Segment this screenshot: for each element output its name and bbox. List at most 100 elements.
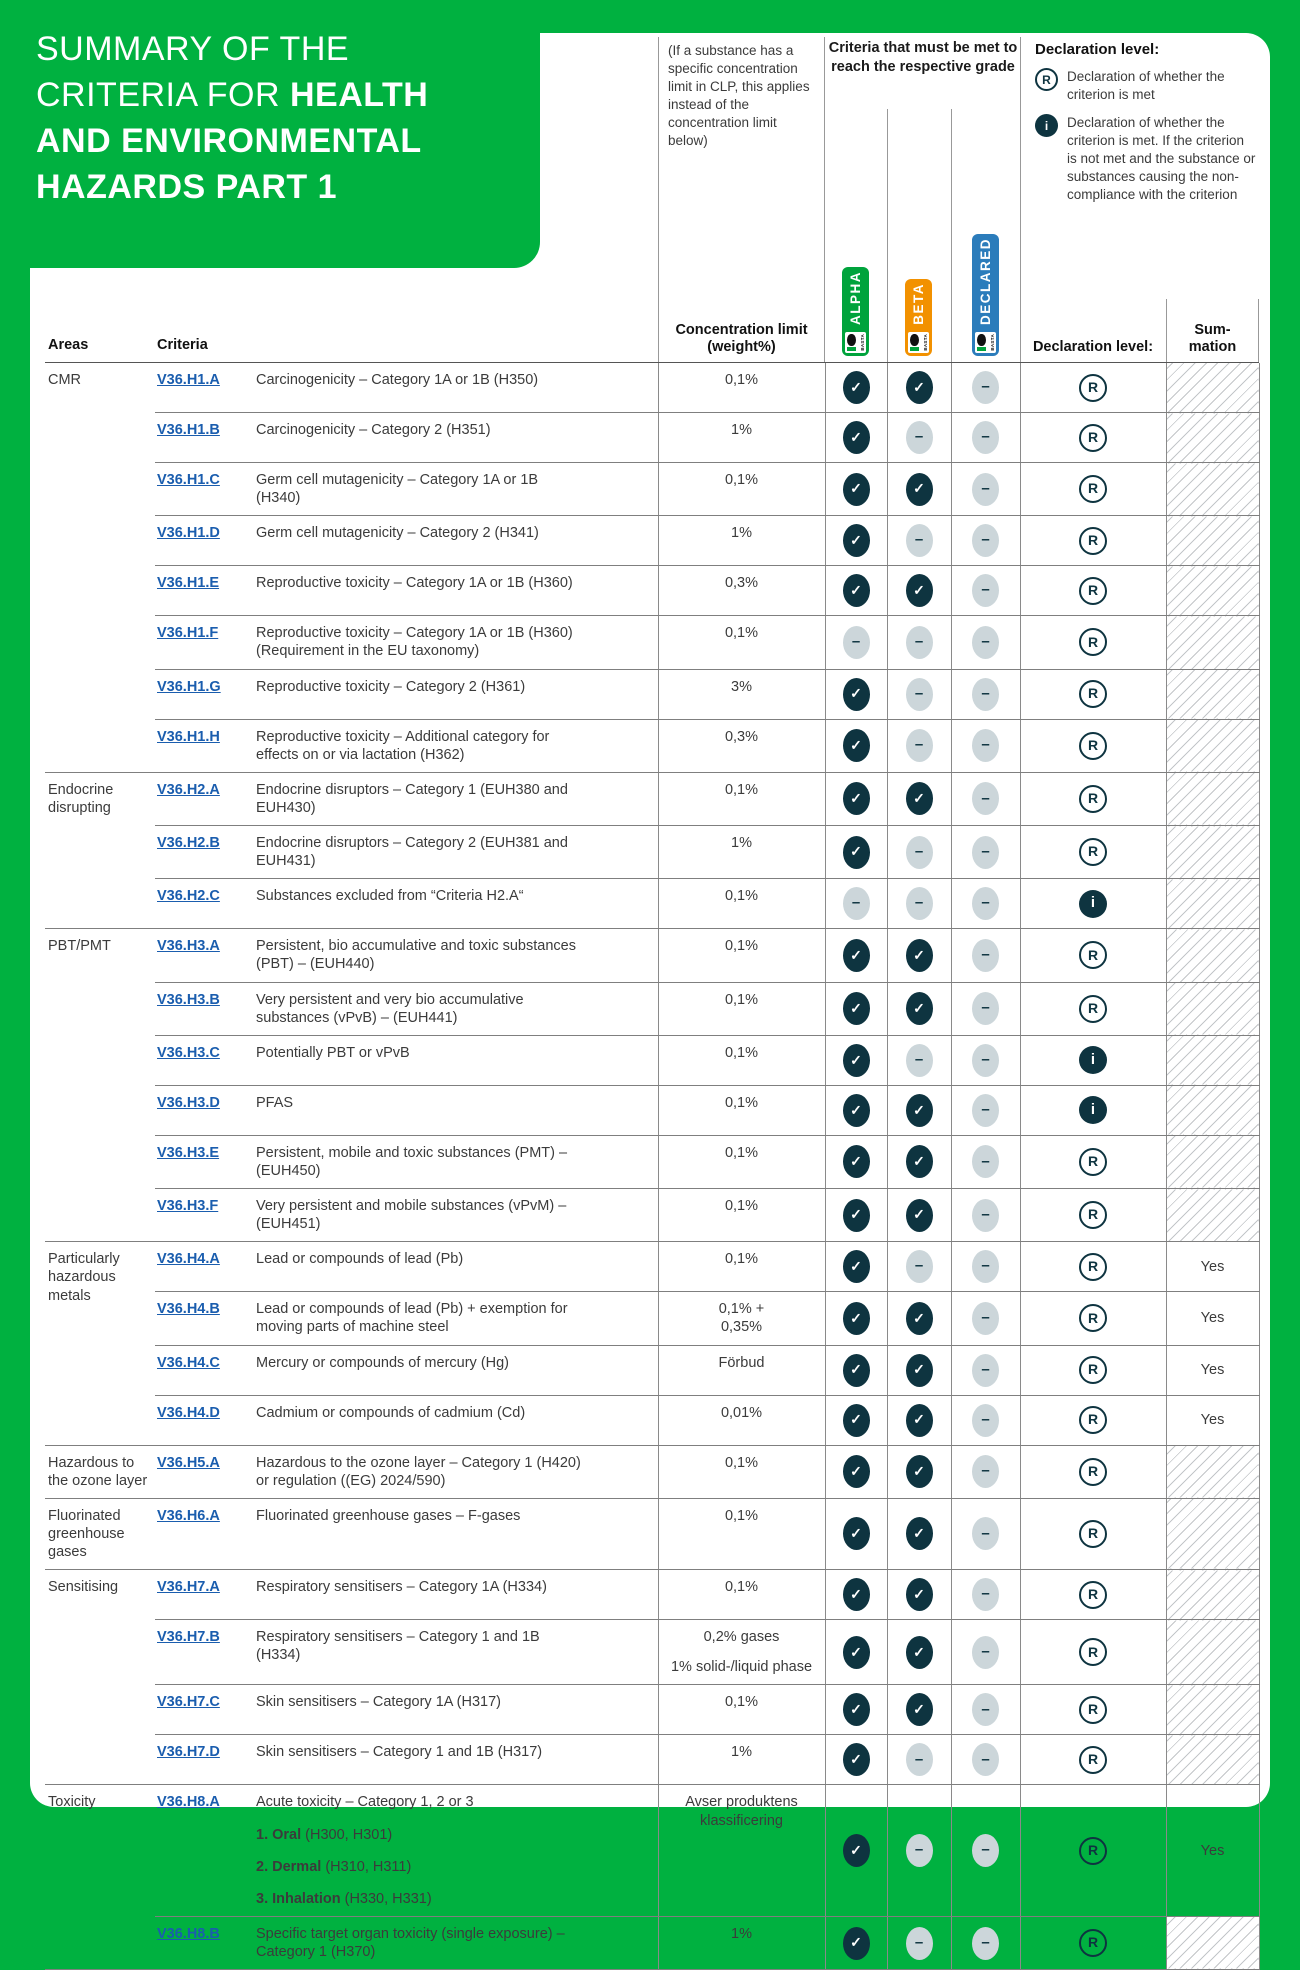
description-cell: Acute toxicity – Category 1, 2 or 3 1. Or… [252,1784,658,1917]
table-row: Toxicity V36.H8.A Acute toxicity – Categor… [45,1784,1260,1970]
description-cell: Potentially PBT or vPvB [252,1035,658,1086]
declaration-level-cell: R [1019,1784,1166,1917]
beta-grade-cell: – [886,825,951,880]
r-declaration-icon: R [1079,576,1107,605]
table-row: V36.H3.C Potentially PBT or vPvB 0,1% ✓ – – i [45,1035,1260,1086]
concentration-value: 0,1% [724,1044,759,1061]
concentration-value: 0,1% [724,1198,759,1214]
summation-cell-hatched [1165,1135,1260,1190]
criteria-link[interactable]: V36.H1.G [157,678,221,695]
r-declaration-icon: R [1079,1745,1107,1774]
description-paragraph: Substances excluded from “Criteria H2.A“ [256,888,524,905]
criteria-link[interactable]: V36.H3.A [157,938,220,955]
beta-grade-cell: ✓ [886,363,951,413]
description-cell: Lead or compounds of lead (Pb) + exempti… [252,1291,658,1346]
summation-cell-hatched [1165,719,1260,773]
table-row: V36.H7.B Respiratory sensitisers – Catego… [45,1619,1260,1686]
description-paragraph: Carcinogenicity – Category 1A or 1B (H35… [256,372,539,388]
description-cell: Reproductive toxicity – Category 1A or 1… [252,615,658,670]
criteria-link[interactable]: V36.H1.E [157,575,220,592]
criteria-link[interactable]: V36.H4.B [157,1301,220,1318]
beta-grade-cell: – [886,1734,951,1786]
criteria-link[interactable]: V36.H2.C [157,888,220,905]
concentration-note: (If a substance has a specific concentra… [658,37,825,362]
criteria-cell: V36.H7.C [155,1684,252,1736]
criteria-link[interactable]: V36.H1.B [157,422,220,438]
alpha-grade-cell: ✓ [824,1188,887,1243]
r-declaration-icon: R [1079,1406,1107,1434]
criteria-link[interactable]: V36.H4.D [157,1404,220,1421]
check-icon: ✓ [842,1043,870,1077]
criteria-link[interactable]: V36.H1.C [157,472,220,488]
description-paragraph: Germ cell mutagenicity – Category 2 (H34… [256,525,539,542]
concentration-limit-cell: 1% [657,515,825,567]
table-header-area: (If a substance has a specific concentra… [45,33,1259,363]
declared-grade-cell: – [950,515,1020,567]
criteria-link[interactable]: V36.H7.A [157,1579,220,1596]
declared-grade-cell: – [950,1569,1020,1621]
dash-icon: – [972,472,999,506]
check-icon: ✓ [905,1301,933,1335]
alpha-grade-cell: ✓ [824,1445,887,1499]
criteria-link[interactable]: V36.H4.C [157,1354,220,1371]
description-cell: Endocrine disruptors – Category 1 (EUH38… [252,772,658,827]
summation-cell-hatched [1165,1035,1260,1086]
criteria-link[interactable]: V36.H4.A [157,1251,220,1268]
criteria-link[interactable]: V36.H3.C [157,1044,220,1061]
summation-cell-hatched [1165,462,1260,517]
criteria-link[interactable]: V36.H3.B [157,991,220,1008]
criteria-link[interactable]: V36.H5.A [157,1454,220,1471]
criteria-link[interactable]: V36.H6.A [157,1507,220,1524]
criteria-link[interactable]: V36.H2.A [157,781,220,798]
criteria-link[interactable]: V36.H7.C [157,1694,220,1711]
beta-grade-cell: ✓ [886,1291,951,1346]
criteria-cell: V36.H1.E [155,565,252,617]
criteria-link[interactable]: V36.H1.H [157,728,220,745]
description-paragraph: Endocrine disruptors – Category 2 (EUH38… [256,835,568,870]
beta-grade-cell: ✓ [886,982,951,1036]
dash-icon: – [972,835,999,869]
concentration-value: 0,1% [724,625,759,642]
criteria-link[interactable]: V36.H7.B [157,1629,220,1646]
declared-grade-cell: – [950,928,1020,983]
description-cell: Mercury or compounds of mercury (Hg) [252,1345,658,1396]
criteria-link[interactable]: V36.H3.F [157,1198,219,1214]
description-cell: Persistent, bio accumulative and toxic s… [252,928,658,983]
declared-grade-cell: – [950,412,1020,463]
check-icon: ✓ [842,1578,870,1612]
area-cell: Endocrine disrupting [45,772,155,930]
description-paragraph: Very persistent and very bio accumulativ… [256,991,524,1026]
summation-cell-hatched [1165,363,1260,413]
table-row: V36.H1.G Reproductive toxicity – Category… [45,669,1260,720]
concentration-limit-cell: 0,1% [657,982,825,1036]
r-declaration-icon: R [1079,941,1107,970]
declared-grade-cell: – [950,1916,1020,1970]
criteria-link[interactable]: V36.H1.D [157,525,220,542]
concentration-limit-cell: 0,1% [657,928,825,983]
criteria-link[interactable]: V36.H7.D [157,1744,220,1761]
criteria-link[interactable]: V36.H3.E [157,1144,220,1161]
criteria-link[interactable]: V36.H1.F [157,625,219,642]
check-icon: ✓ [905,992,933,1026]
check-icon: ✓ [842,938,870,972]
criteria-link[interactable]: V36.H8.B [157,1925,220,1942]
col-header-declaration-level: Declaration level: [1032,338,1154,355]
description-cell: Specific target organ toxicity (single e… [252,1916,658,1970]
criteria-link[interactable]: V36.H1.A [157,372,220,388]
check-icon: ✓ [842,472,870,506]
basta-logo-icon: BASTA [975,332,996,353]
concentration-limit-cell: 0,3% [657,719,825,773]
check-icon: ✓ [842,421,870,454]
concentration-value: 0,1% [724,1251,759,1268]
description-paragraph: Very persistent and mobile substances (v… [256,1198,567,1233]
criteria-link[interactable]: V36.H8.A [157,1794,220,1811]
beta-grade-cell: ✓ [886,1345,951,1396]
declared-grade-cell: – [950,719,1020,773]
declaration-level-cell: i [1019,878,1166,930]
beta-grade-cell: ✓ [886,1445,951,1499]
dash-icon: – [972,1093,999,1127]
criteria-link[interactable]: V36.H2.B [157,835,220,851]
grade-tag-alpha: ALPHA BASTA [842,267,869,356]
criteria-link[interactable]: V36.H3.D [157,1094,220,1111]
description-cell: Substances excluded from “Criteria H2.A“ [252,878,658,930]
